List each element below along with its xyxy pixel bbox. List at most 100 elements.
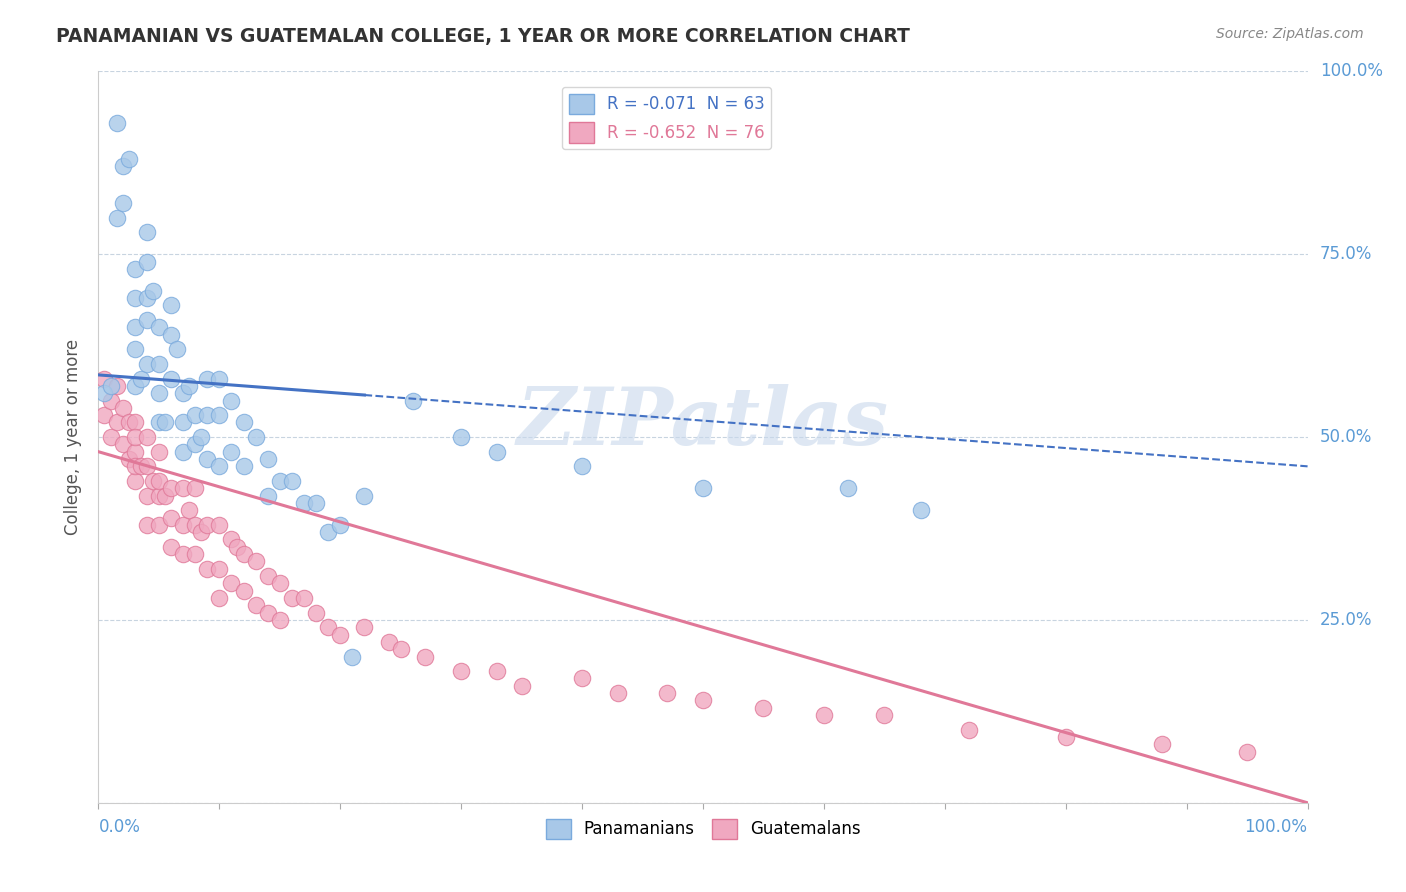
Point bbox=[148, 416, 170, 430]
Point bbox=[172, 481, 194, 495]
Point bbox=[100, 430, 122, 444]
Point bbox=[221, 533, 243, 547]
Point bbox=[124, 430, 146, 444]
Point bbox=[93, 371, 115, 385]
Point bbox=[184, 547, 207, 561]
Point bbox=[281, 591, 304, 605]
Point bbox=[124, 474, 146, 488]
Point bbox=[910, 503, 932, 517]
Point bbox=[111, 401, 134, 415]
Point bbox=[232, 547, 254, 561]
Point bbox=[692, 481, 714, 495]
Point bbox=[93, 408, 115, 422]
Point bbox=[292, 591, 315, 605]
Point bbox=[245, 554, 267, 568]
Point bbox=[129, 371, 152, 385]
Point bbox=[184, 437, 207, 451]
Point bbox=[292, 496, 315, 510]
Point bbox=[124, 261, 146, 276]
Point bbox=[195, 562, 218, 576]
Point bbox=[179, 379, 201, 393]
Point bbox=[160, 298, 183, 312]
Point bbox=[329, 517, 352, 532]
Point bbox=[135, 489, 157, 503]
Point bbox=[118, 416, 141, 430]
Text: 50.0%: 50.0% bbox=[1320, 428, 1372, 446]
Point bbox=[124, 416, 146, 430]
Point bbox=[305, 606, 328, 620]
Point bbox=[221, 576, 243, 591]
Point bbox=[100, 379, 122, 393]
Legend: Panamanians, Guatemalans: Panamanians, Guatemalans bbox=[538, 812, 868, 846]
Point bbox=[142, 474, 165, 488]
Point bbox=[232, 459, 254, 474]
Point bbox=[510, 679, 533, 693]
Point bbox=[135, 430, 157, 444]
Point bbox=[1054, 730, 1077, 744]
Point bbox=[148, 386, 170, 401]
Point bbox=[148, 357, 170, 371]
Text: Source: ZipAtlas.com: Source: ZipAtlas.com bbox=[1216, 27, 1364, 41]
Point bbox=[135, 291, 157, 305]
Point bbox=[353, 489, 375, 503]
Point bbox=[118, 152, 141, 166]
Point bbox=[256, 452, 278, 467]
Point bbox=[105, 379, 128, 393]
Point bbox=[221, 444, 243, 458]
Point bbox=[195, 371, 218, 385]
Point bbox=[105, 115, 128, 129]
Point bbox=[256, 606, 278, 620]
Point bbox=[208, 371, 231, 385]
Point bbox=[1152, 737, 1174, 751]
Point bbox=[269, 576, 291, 591]
Point bbox=[607, 686, 630, 700]
Text: ZIPatlas: ZIPatlas bbox=[517, 384, 889, 461]
Point bbox=[135, 225, 157, 239]
Point bbox=[160, 327, 183, 342]
Point bbox=[111, 437, 134, 451]
Point bbox=[208, 591, 231, 605]
Point bbox=[153, 416, 176, 430]
Point bbox=[124, 379, 146, 393]
Point bbox=[148, 444, 170, 458]
Point bbox=[160, 540, 183, 554]
Point bbox=[269, 474, 291, 488]
Point bbox=[208, 517, 231, 532]
Point bbox=[377, 635, 399, 649]
Y-axis label: College, 1 year or more: College, 1 year or more bbox=[65, 339, 83, 535]
Point bbox=[124, 291, 146, 305]
Point bbox=[413, 649, 436, 664]
Point bbox=[148, 517, 170, 532]
Point bbox=[957, 723, 980, 737]
Point bbox=[142, 284, 165, 298]
Point bbox=[135, 313, 157, 327]
Point bbox=[135, 254, 157, 268]
Point bbox=[190, 525, 212, 540]
Point bbox=[135, 357, 157, 371]
Point bbox=[118, 452, 141, 467]
Point bbox=[179, 503, 201, 517]
Point bbox=[111, 196, 134, 211]
Text: 25.0%: 25.0% bbox=[1320, 611, 1372, 629]
Point bbox=[195, 452, 218, 467]
Point bbox=[129, 459, 152, 474]
Point bbox=[813, 708, 835, 723]
Point bbox=[232, 583, 254, 598]
Point bbox=[172, 547, 194, 561]
Point bbox=[208, 562, 231, 576]
Point bbox=[172, 444, 194, 458]
Point bbox=[256, 569, 278, 583]
Point bbox=[124, 320, 146, 334]
Point bbox=[389, 642, 412, 657]
Point bbox=[486, 444, 509, 458]
Point bbox=[184, 481, 207, 495]
Point bbox=[269, 613, 291, 627]
Point bbox=[752, 700, 775, 714]
Point bbox=[160, 510, 183, 524]
Point bbox=[148, 489, 170, 503]
Point bbox=[245, 430, 267, 444]
Point bbox=[93, 386, 115, 401]
Text: 75.0%: 75.0% bbox=[1320, 245, 1372, 263]
Point bbox=[135, 459, 157, 474]
Point bbox=[105, 211, 128, 225]
